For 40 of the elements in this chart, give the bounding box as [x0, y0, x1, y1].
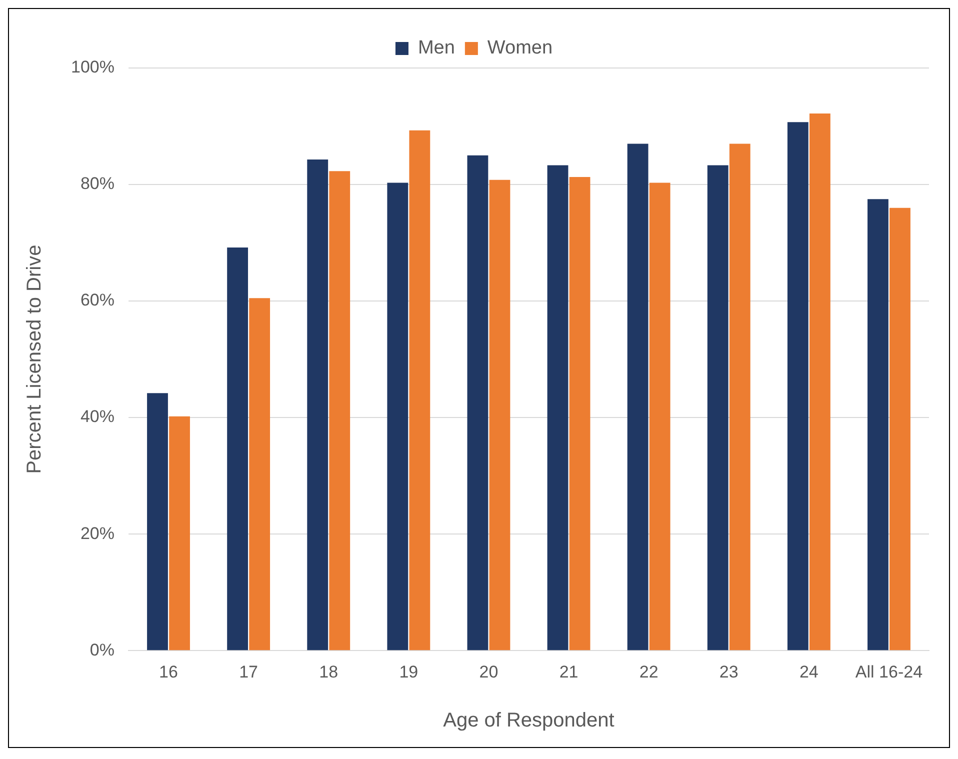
bar	[169, 416, 190, 650]
x-tick-label: 20	[479, 662, 498, 682]
x-tick-label: 23	[719, 662, 738, 682]
x-tick-label: 18	[319, 662, 338, 682]
x-tick-label: 22	[639, 662, 658, 682]
y-tick-label: 100%	[70, 58, 114, 77]
bar	[890, 208, 910, 650]
bar	[489, 180, 510, 650]
bar	[227, 247, 248, 650]
y-tick-label: 0%	[90, 640, 114, 660]
x-tick-label: 17	[239, 662, 258, 682]
x-tick-label: 21	[559, 662, 578, 682]
bar	[627, 144, 648, 650]
bar	[547, 165, 568, 650]
bar	[249, 298, 270, 650]
bar	[147, 393, 168, 650]
bar	[809, 113, 830, 650]
legend-label: Men	[418, 38, 455, 59]
bar	[387, 182, 408, 650]
bar	[729, 144, 750, 650]
y-tick-label: 60%	[80, 290, 114, 310]
x-axis-title: Age of Respondent	[443, 710, 615, 732]
x-tick-label: 24	[799, 662, 818, 682]
y-axis-title: Percent Licensed to Drive	[24, 244, 46, 474]
x-tick-label: All 16-24	[855, 662, 923, 682]
bar	[409, 130, 430, 650]
bar	[467, 155, 488, 650]
bar	[307, 159, 328, 650]
x-tick-label: 19	[399, 662, 418, 682]
y-tick-label: 20%	[80, 524, 114, 543]
bar	[569, 176, 590, 650]
bar	[649, 182, 670, 650]
bar	[868, 199, 888, 650]
y-tick-label: 80%	[80, 174, 114, 194]
y-tick-label: 40%	[80, 407, 114, 426]
legend-label: Women	[487, 38, 553, 59]
bar	[329, 171, 350, 650]
bar	[787, 122, 808, 650]
x-tick-label: 16	[159, 662, 178, 682]
bar	[707, 165, 728, 650]
